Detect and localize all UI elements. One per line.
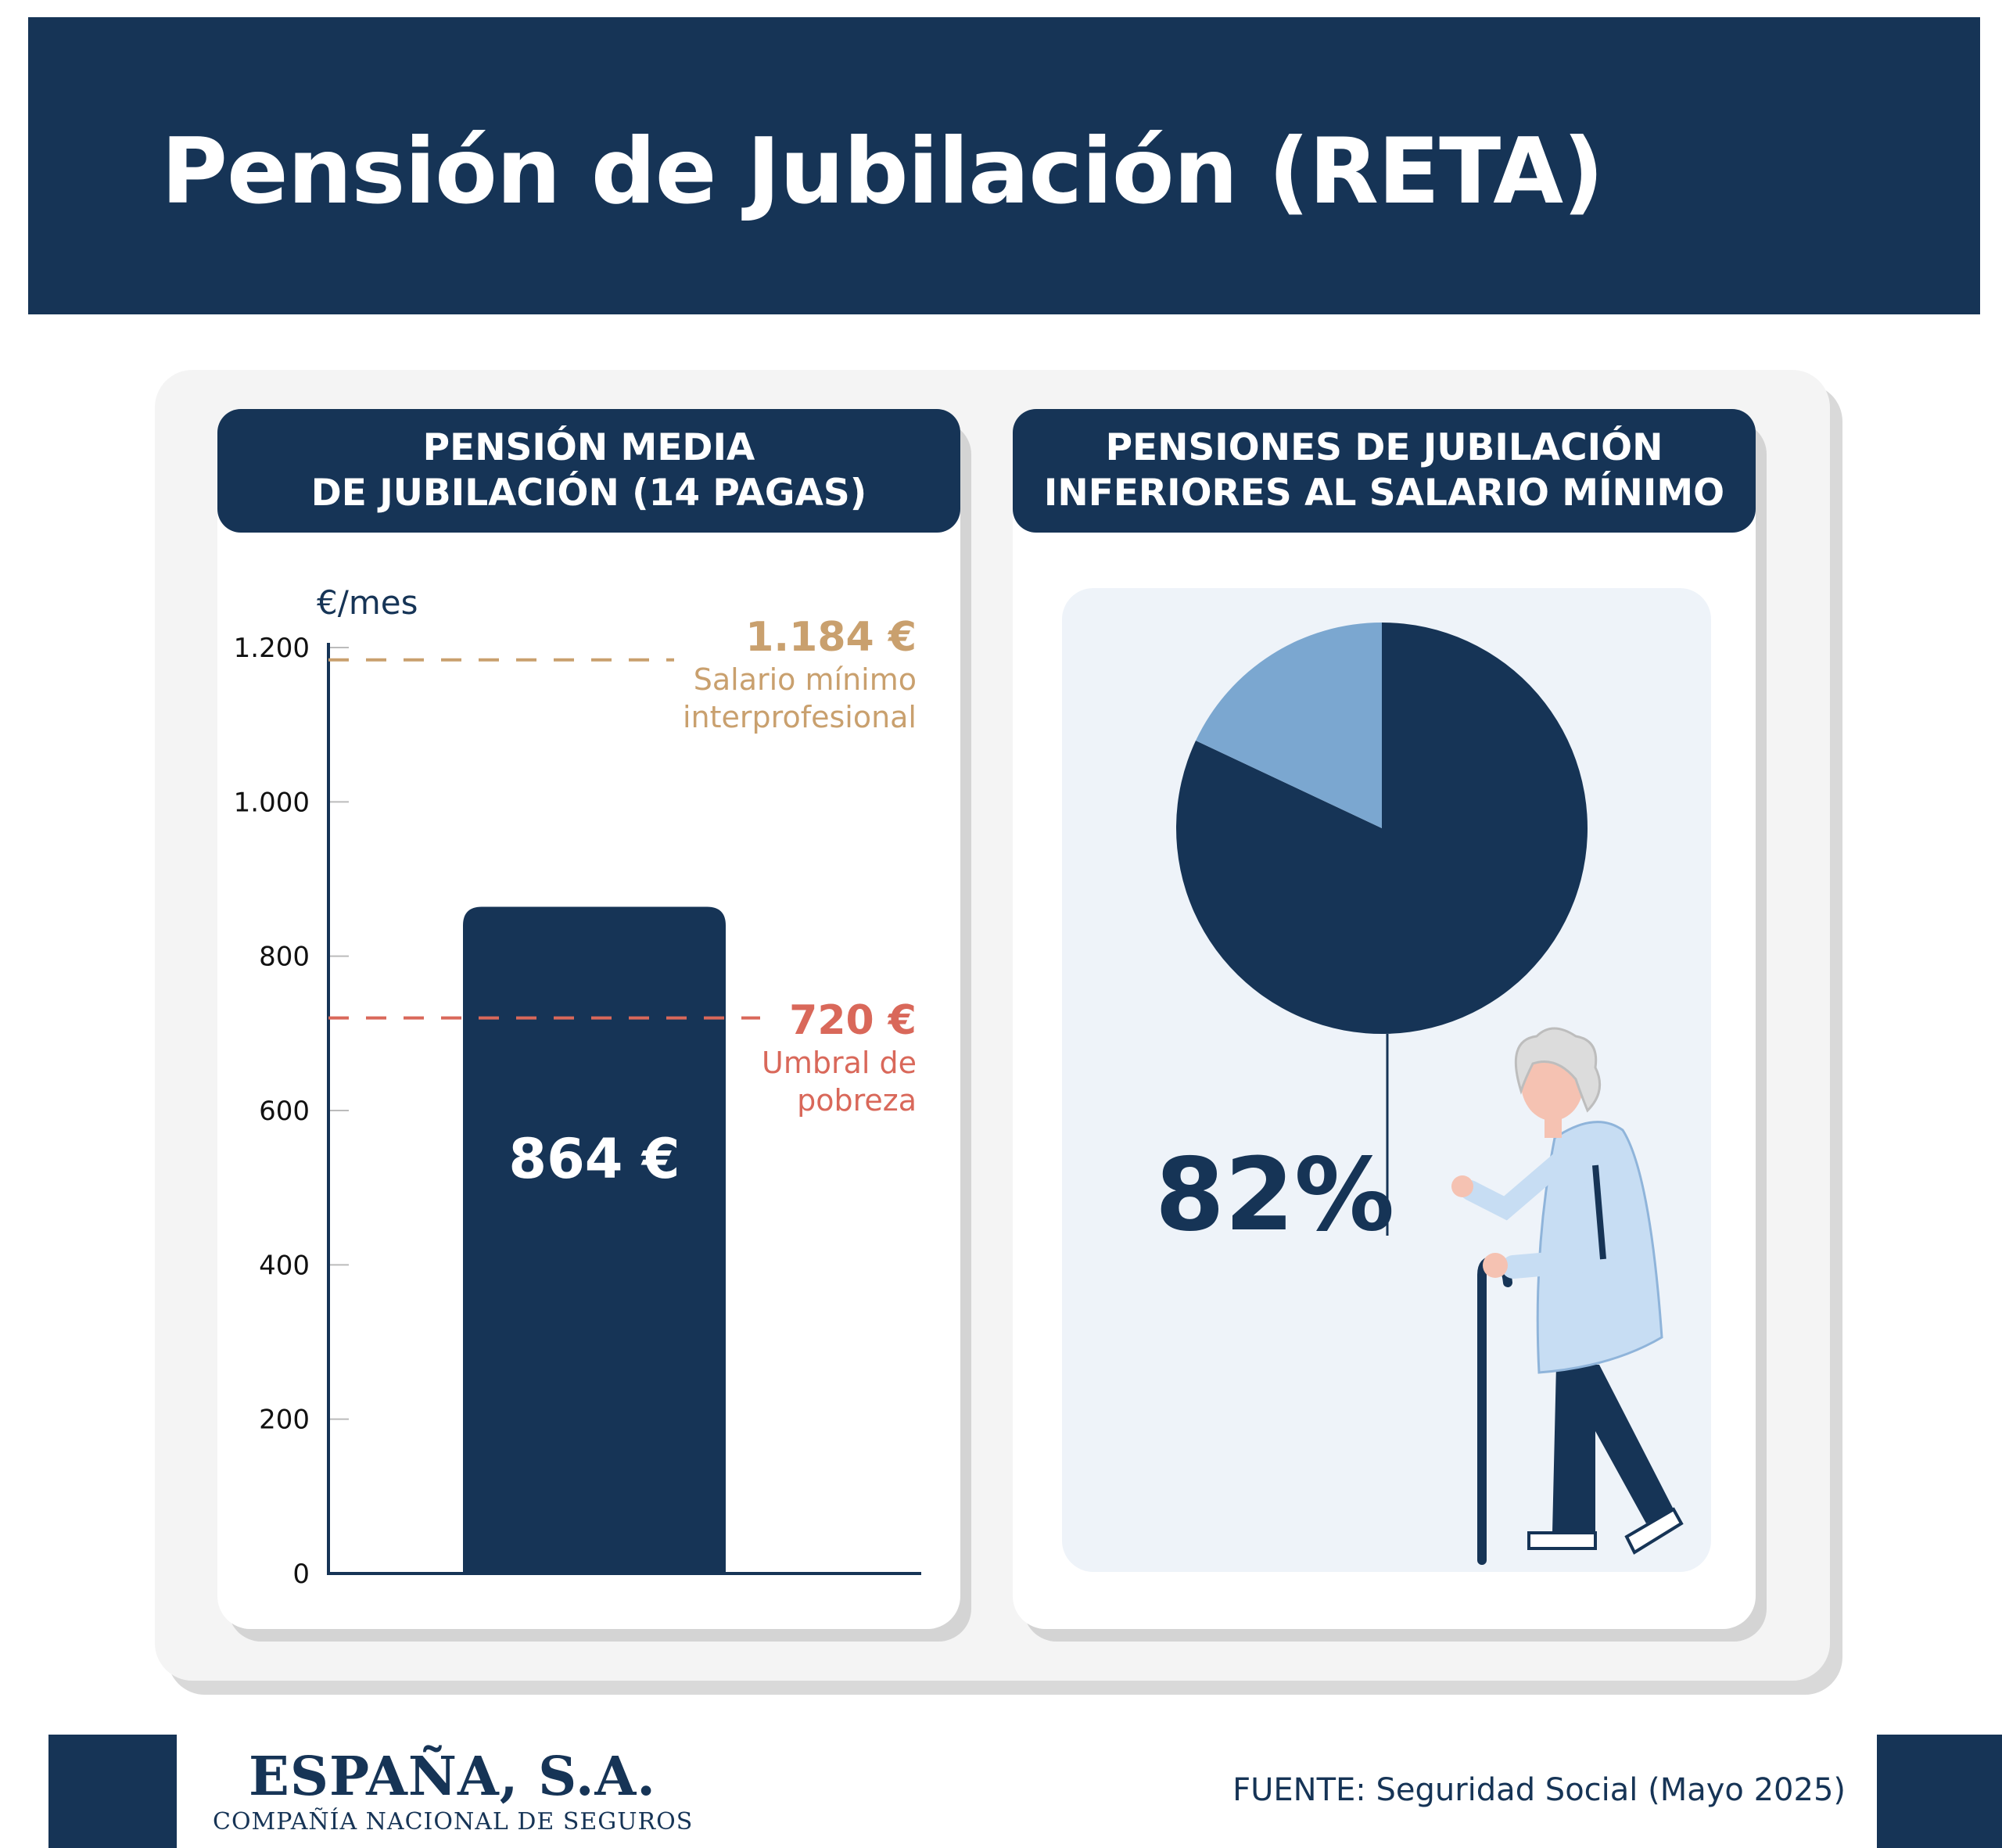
bar-chart-heading-line1: PENSIÓN MEDIA bbox=[422, 426, 755, 469]
pie-percentage-label: 82% bbox=[1155, 1137, 1394, 1254]
reference-caption-line2: pobreza bbox=[797, 1083, 917, 1118]
y-axis-unit-label: €/mes bbox=[317, 583, 418, 622]
source-note: FUENTE: Seguridad Social (Mayo 2025) bbox=[1232, 1772, 1846, 1808]
elderly-person-illustration bbox=[1451, 1027, 1684, 1565]
y-tick-label: 200 bbox=[259, 1405, 310, 1436]
y-tick-label: 600 bbox=[259, 1096, 310, 1127]
footer-right-square bbox=[1877, 1735, 2002, 1848]
reference-caption-line1: Umbral de bbox=[762, 1046, 917, 1080]
brand-subtitle: COMPAÑÍA NACIONAL DE SEGUROS bbox=[213, 1808, 694, 1835]
pie-chart bbox=[1176, 622, 1588, 1035]
reference-value-label: 1.184 € bbox=[745, 614, 917, 661]
y-tick-label: 800 bbox=[259, 942, 310, 973]
reference-value-label: 720 € bbox=[789, 997, 917, 1044]
bar-value-label: 864 € bbox=[508, 1127, 680, 1191]
bar bbox=[463, 906, 726, 1573]
bar-chart-heading-line2: DE JUBILACIÓN (14 PAGAS) bbox=[310, 472, 867, 515]
y-tick-label: 0 bbox=[292, 1559, 310, 1590]
y-tick-label: 1.000 bbox=[234, 787, 310, 818]
y-tick-label: 1.200 bbox=[234, 633, 310, 664]
reference-caption-line1: Salario mínimo bbox=[694, 662, 917, 697]
pie-chart-heading-line2: INFERIORES AL SALARIO MÍNIMO bbox=[1043, 472, 1725, 515]
bar-chart-heading: PENSIÓN MEDIA DE JUBILACIÓN (14 PAGAS) bbox=[217, 409, 960, 533]
brand-name: ESPAÑA, S.A. bbox=[249, 1746, 656, 1808]
y-tick-label: 400 bbox=[259, 1250, 310, 1281]
reference-caption-line2: interprofesional bbox=[683, 700, 917, 734]
pie-slice bbox=[1196, 622, 1382, 828]
pie-slice bbox=[1176, 623, 1588, 1035]
pie-chart-heading-line1: PENSIONES DE JUBILACIÓN bbox=[1105, 426, 1663, 469]
bar-chart: €/mes 0 200 400 600 800 1.000 1.200 864 € 1.18… bbox=[234, 583, 921, 1590]
pie-chart-heading: PENSIONES DE JUBILACIÓN INFERIORES AL SA… bbox=[1013, 409, 1756, 533]
footer-left-square bbox=[48, 1735, 177, 1848]
page-title: Pensión de Jubilación (RETA) bbox=[161, 119, 1604, 224]
title-banner: Pensión de Jubilación (RETA) bbox=[28, 17, 1980, 314]
